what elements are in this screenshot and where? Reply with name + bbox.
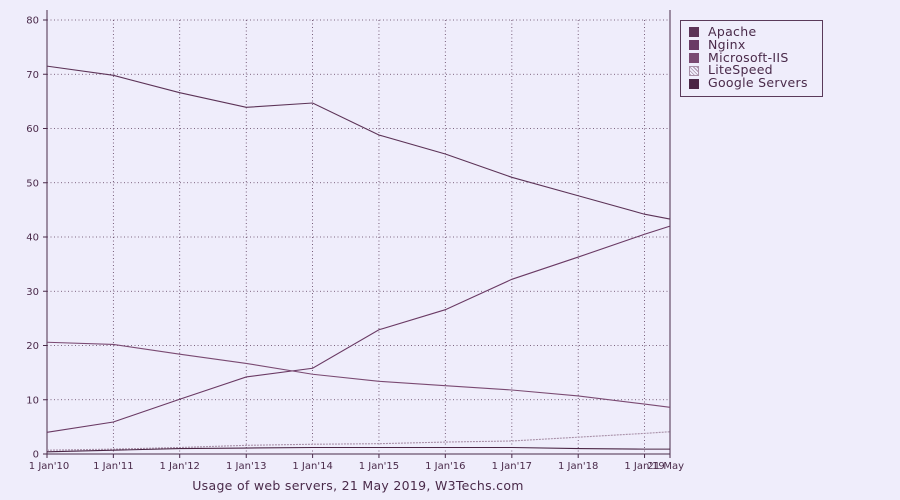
legend-label: Apache	[708, 24, 757, 39]
legend-label: LiteSpeed	[708, 62, 773, 78]
series-line-google-servers	[46, 446, 670, 453]
legend-item-nginx: Nginx	[689, 36, 822, 52]
legend-item-apache: Apache	[689, 24, 822, 39]
series-line-litespeed	[46, 431, 671, 451]
legend-item-litespeed: LiteSpeed	[689, 64, 822, 77]
x-tick-label: 1 Jan'11	[93, 461, 133, 472]
legend: Apache Nginx Microsoft-IIS LiteSpeed Goo…	[680, 20, 823, 97]
legend-swatch	[689, 27, 699, 38]
series-line-apache	[46, 65, 671, 220]
x-tick-label: 1 Jan'18	[558, 461, 598, 472]
legend-swatch	[689, 78, 699, 89]
y-tick-label: 20	[26, 341, 39, 352]
legend-label: Google Servers	[708, 75, 808, 91]
x-tick-label: 1 Jan'16	[425, 461, 465, 472]
legend-swatch	[689, 40, 699, 51]
series-line-nginx	[46, 225, 671, 433]
y-tick-label: 80	[26, 16, 39, 27]
legend-label: Microsoft-IIS	[708, 49, 789, 65]
x-tick-label: 1 Jan'10	[29, 461, 69, 472]
axes	[43, 10, 671, 458]
y-tick-label: 30	[26, 287, 39, 298]
legend-item-microsoft-iis: Microsoft-IIS	[689, 49, 822, 65]
x-tick-label: 1 Jan'17	[492, 461, 532, 472]
legend-swatch	[689, 52, 699, 63]
y-tick-label: 60	[26, 124, 39, 135]
series-line-microsoft-iis	[46, 341, 671, 408]
y-tick-label: 10	[26, 395, 39, 406]
legend-swatch	[689, 65, 699, 76]
y-tick-label: 0	[33, 450, 39, 461]
legend-label: Nginx	[708, 36, 746, 52]
series-lines	[46, 65, 671, 453]
x-tick-label: 21 May	[647, 461, 684, 472]
chart-title: Usage of web servers, 21 May 2019, W3Tec…	[192, 478, 524, 493]
y-tick-label: 70	[26, 70, 39, 81]
x-tick-label: 1 Jan'13	[226, 461, 266, 472]
grid	[47, 19, 670, 454]
y-tick-label: 40	[26, 233, 39, 244]
tick-labels: 0 10 20 30 40 50 60 70 80 1 Jan'10 1 Jan'11 1 Jan'1…	[26, 16, 684, 473]
x-tick-label: 1 Jan'19	[624, 461, 664, 472]
legend-item-google-servers: Google Servers	[689, 75, 822, 91]
x-tick-label: 1 Jan'15	[359, 461, 399, 472]
x-tick-label: 1 Jan'14	[292, 461, 332, 472]
x-tick-label: 1 Jan'12	[159, 461, 199, 472]
y-tick-label: 50	[26, 178, 39, 189]
